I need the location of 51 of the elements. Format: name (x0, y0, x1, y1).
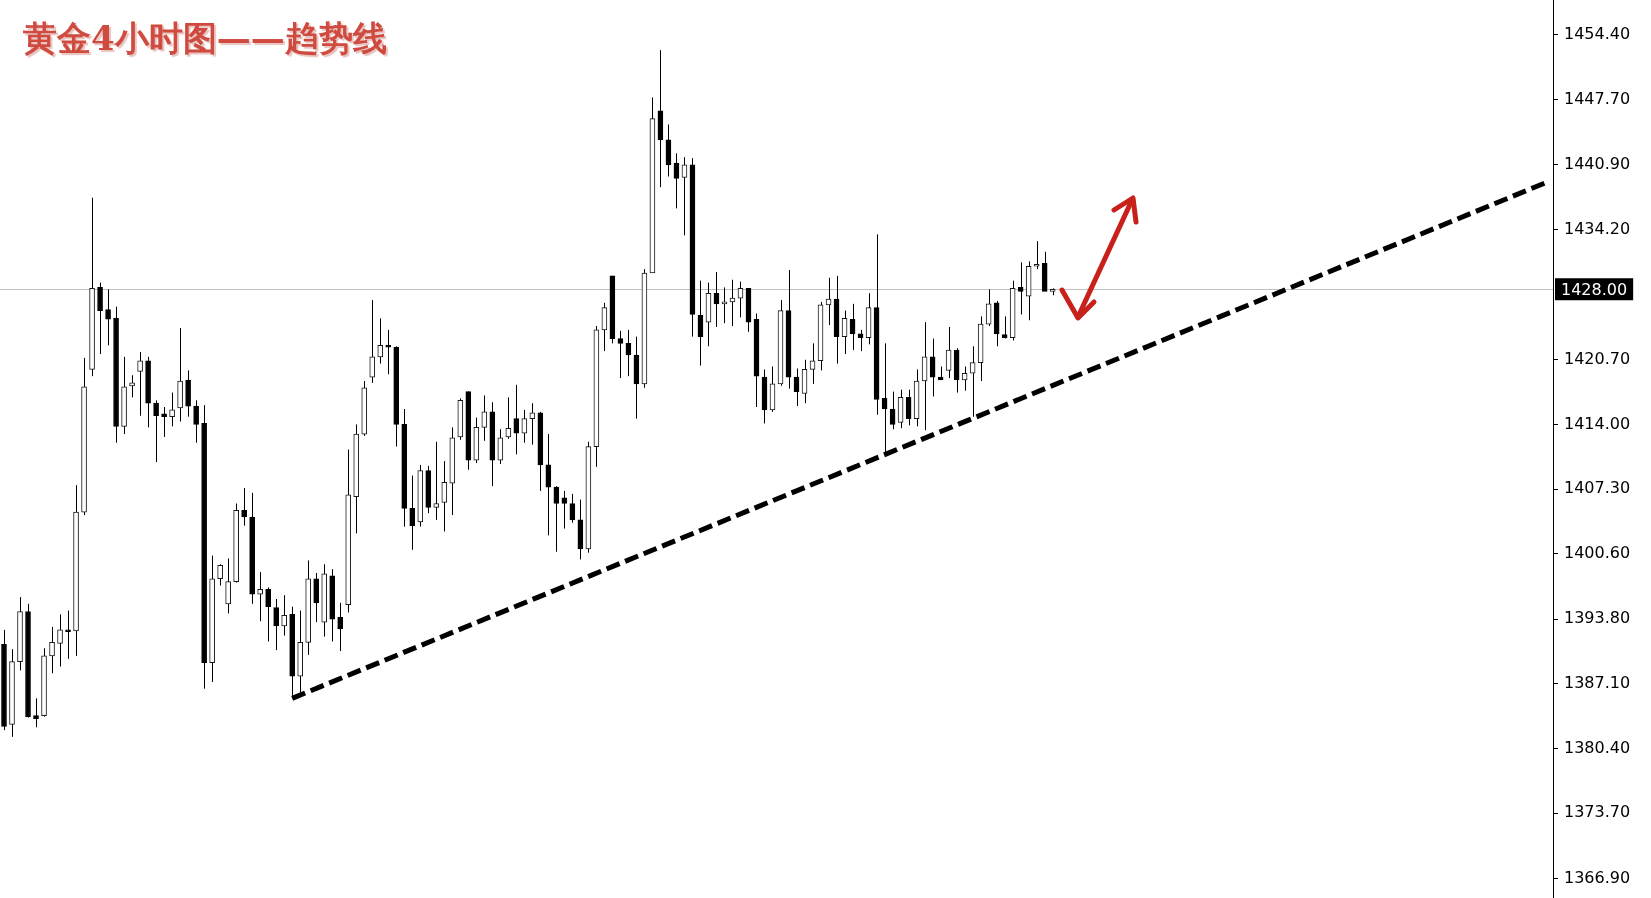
y-tick-label: 1420.70 (1564, 348, 1631, 368)
candlestick (193, 399, 199, 444)
y-tick-label: 1373.70 (1564, 802, 1631, 822)
candlestick (1033, 240, 1040, 270)
candlestick (217, 563, 223, 586)
candlestick (561, 490, 568, 530)
candlestick (97, 282, 103, 355)
candlestick (281, 594, 288, 637)
y-tick-label: 1414.00 (1564, 413, 1631, 433)
candlestick (153, 399, 159, 463)
candlestick (137, 351, 143, 417)
candlestick (33, 697, 39, 728)
text: 黄金4小时图——趋势线 (23, 17, 387, 60)
y-tick-label: 1387.10 (1564, 673, 1631, 693)
candlestick (337, 602, 344, 652)
ref-line-label: 1428.00 (1561, 279, 1628, 299)
candlestick (265, 586, 271, 642)
candlestick (313, 572, 320, 623)
candlestick (369, 299, 376, 384)
y-tick-label: 1447.70 (1564, 88, 1631, 108)
candlestick (105, 288, 111, 346)
candlestick (241, 487, 247, 527)
candlestick (529, 402, 536, 446)
candlestick (1017, 261, 1024, 315)
y-tick-label: 1454.40 (1564, 23, 1631, 43)
candlestick (617, 330, 624, 379)
candlestick (385, 329, 392, 375)
y-tick-label: 1407.30 (1564, 478, 1631, 498)
y-tick-label: 1393.80 (1564, 608, 1631, 628)
candlestick (377, 317, 384, 365)
candlestick (161, 406, 167, 438)
candlestick (65, 610, 71, 660)
candlestick (169, 392, 175, 427)
candlestick (505, 396, 512, 440)
candlestick (225, 557, 231, 614)
candlestick (1001, 315, 1008, 340)
y-tick-label: 1366.90 (1564, 867, 1631, 887)
y-tick-label: 1400.60 (1564, 542, 1631, 562)
candlestick (497, 428, 504, 465)
candlestick (433, 441, 440, 521)
candlestick (409, 475, 416, 551)
y-tick-label: 1380.40 (1564, 737, 1631, 757)
candlestick (857, 329, 864, 352)
candlestick (49, 626, 55, 674)
candlestick (441, 460, 448, 532)
y-tick-label: 1434.20 (1564, 218, 1631, 238)
candlestick (481, 394, 488, 442)
candlestick (57, 613, 63, 668)
candlestick (273, 598, 280, 651)
y-tick-label: 1440.90 (1564, 154, 1631, 174)
candlestick (257, 571, 263, 622)
